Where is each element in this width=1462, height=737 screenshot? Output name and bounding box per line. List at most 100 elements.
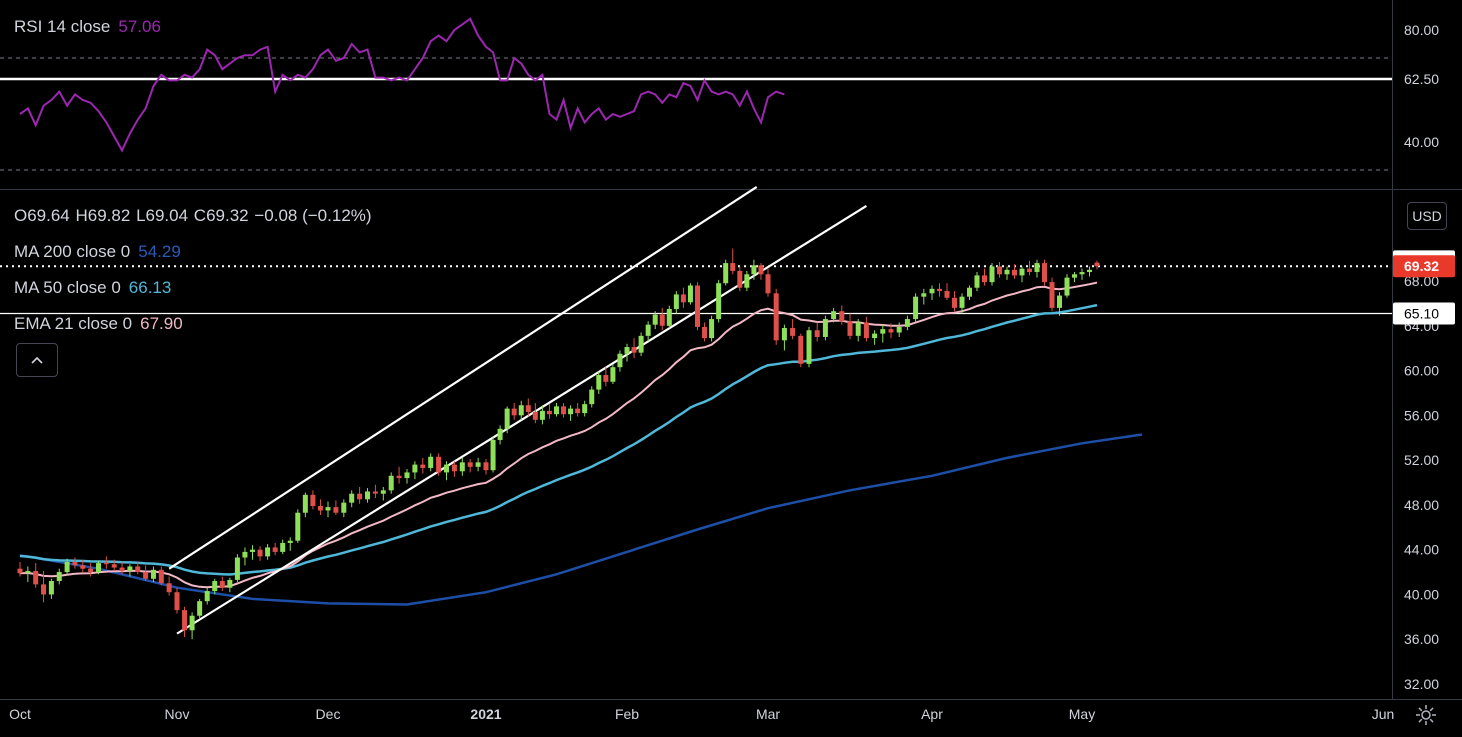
- candle-body: [234, 557, 240, 580]
- ma50-legend-value: 66.13: [128, 278, 172, 297]
- price-tag-label: 65.10: [1404, 305, 1439, 321]
- ema21-line: [19, 281, 1098, 589]
- candle-body: [444, 464, 449, 473]
- candle-body: [497, 428, 503, 440]
- candle-body: [982, 275, 987, 283]
- ohlc-close: C69.32: [193, 206, 249, 225]
- ema21-legend: EMA 21 close 0 67.90: [14, 314, 183, 334]
- candle-body: [1042, 263, 1047, 283]
- price-tick-label: 36.00: [1404, 631, 1439, 647]
- candle-body: [272, 547, 278, 552]
- candle-body: [48, 581, 54, 595]
- time-tick-label: Mar: [756, 706, 780, 722]
- candle-body: [751, 265, 757, 275]
- settings-gear-icon[interactable]: [1414, 703, 1438, 727]
- time-tick-label: Nov: [165, 706, 190, 722]
- candle-body: [143, 572, 149, 579]
- candle-body: [952, 297, 957, 308]
- channel-upper-line: [168, 186, 758, 570]
- candle-body: [365, 491, 370, 500]
- candle-body: [396, 475, 402, 479]
- ma200-legend-label: MA 200 close 0: [14, 242, 131, 261]
- candle-body: [295, 512, 301, 541]
- candle-body: [88, 568, 94, 573]
- candle-body: [730, 263, 736, 271]
- time-tick-label: 2021: [470, 706, 501, 722]
- candle-body: [659, 314, 665, 326]
- candle-body: [310, 494, 316, 507]
- price-tag-bg: [1393, 302, 1455, 325]
- ohlc-change: −0.08 (−0.12%): [254, 206, 372, 225]
- candle-body: [459, 462, 465, 472]
- rsi-tick-label: 40.00: [1404, 134, 1439, 150]
- candle-body: [189, 615, 195, 631]
- candle-body: [56, 572, 62, 582]
- candle-body: [589, 389, 595, 405]
- candle-body: [257, 549, 263, 557]
- candle-body: [575, 408, 581, 414]
- candle-body: [989, 266, 995, 283]
- candle-body: [388, 475, 394, 491]
- candle-body: [212, 581, 218, 592]
- candle-body: [1004, 269, 1010, 275]
- candle-body: [790, 328, 796, 336]
- candle-body: [41, 584, 47, 595]
- candle-body: [944, 291, 950, 298]
- rsi-level-label: 62.50: [1404, 71, 1439, 87]
- candle-body: [103, 563, 109, 565]
- candle-body: [695, 285, 700, 327]
- candle-body: [372, 491, 378, 494]
- candle-body: [863, 322, 869, 339]
- currency-button[interactable]: USD: [1407, 202, 1447, 230]
- rsi-level-tag-bg: [1393, 69, 1451, 89]
- candle-body: [451, 464, 457, 472]
- candle-body: [467, 462, 473, 467]
- candle-body: [182, 610, 188, 631]
- candle-body: [436, 456, 442, 473]
- candle-body: [317, 506, 323, 511]
- candle-body: [265, 547, 271, 557]
- candle-body: [119, 567, 125, 571]
- candle-body: [380, 490, 386, 494]
- price-tick-label: 60.00: [1404, 363, 1439, 379]
- candle-body: [1012, 269, 1017, 276]
- candle-body: [959, 296, 965, 308]
- collapse-legend-button[interactable]: [16, 343, 58, 377]
- candle-body: [111, 564, 117, 568]
- candle-body: [17, 568, 23, 574]
- candle-body: [631, 347, 637, 353]
- candle-body: [896, 326, 902, 333]
- candle-body: [596, 375, 602, 390]
- ma200-legend: MA 200 close 0 54.29: [14, 242, 181, 262]
- candle-body: [420, 464, 426, 468]
- candle-body: [518, 405, 524, 416]
- ohlc-open: O69.64: [14, 206, 70, 225]
- candle-body: [666, 308, 672, 326]
- candle-body: [1079, 272, 1085, 275]
- candle-body: [546, 410, 552, 415]
- time-tick-label: Jun: [1372, 706, 1395, 722]
- candle-body: [880, 329, 886, 334]
- ma50-legend-label: MA 50 close 0: [14, 278, 121, 297]
- rsi-line: [19, 17, 785, 153]
- candle-body: [539, 410, 545, 420]
- candle-body: [1064, 277, 1070, 296]
- candle-body: [610, 367, 616, 382]
- candle-body: [702, 326, 708, 339]
- candle-body: [127, 566, 133, 571]
- candle-body: [638, 335, 644, 353]
- candle-body: [1087, 269, 1092, 273]
- chevron-up-icon: [31, 356, 43, 364]
- candle-body: [302, 494, 308, 513]
- rsi-legend: RSI 14 close 57.06: [14, 17, 161, 37]
- candle-body: [709, 319, 715, 339]
- candle-body: [822, 319, 828, 337]
- candle-body: [716, 283, 722, 320]
- candle-body: [568, 408, 574, 415]
- candle-body: [582, 404, 588, 414]
- candle-body: [1027, 268, 1032, 273]
- candle-body: [937, 288, 942, 292]
- candle-body: [404, 472, 410, 479]
- candle-body: [624, 347, 630, 354]
